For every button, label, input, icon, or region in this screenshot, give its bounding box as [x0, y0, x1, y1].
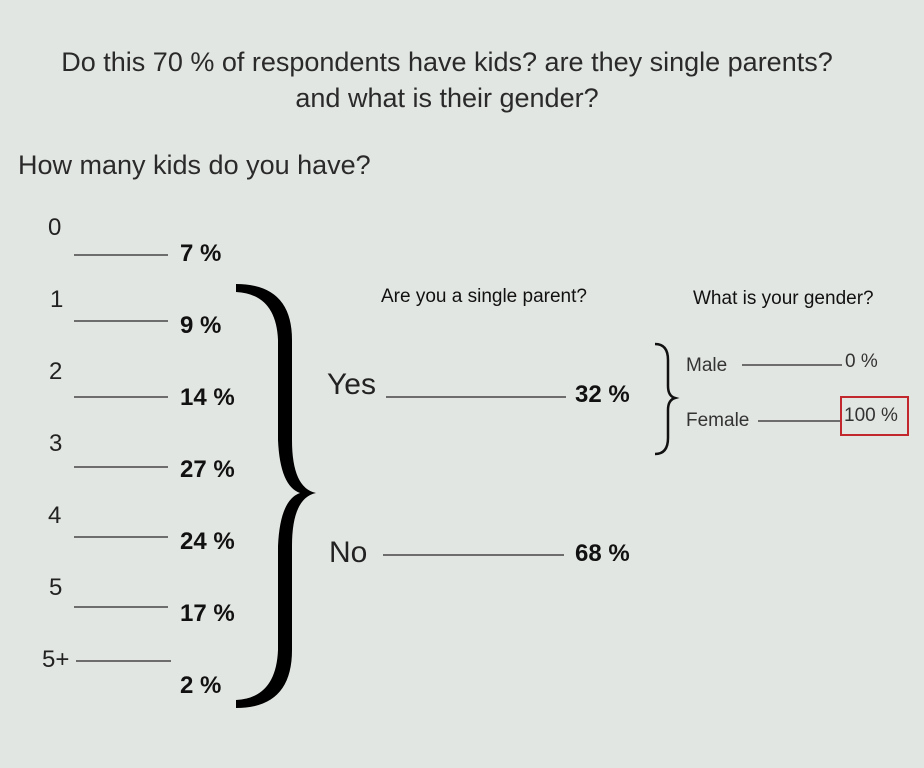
kids-label-2: 2 [49, 358, 63, 385]
kids-percent-0: 7 % [180, 240, 222, 267]
kids-label-5: 5 [49, 574, 63, 601]
kids-line-5 [74, 606, 168, 608]
kids-line-3 [74, 466, 168, 468]
kids-line-2 [74, 396, 168, 398]
kids-line-4 [74, 536, 168, 538]
kids-percent-6: 2 % [180, 672, 222, 699]
female-percent: 100 % [844, 405, 898, 426]
female-line [758, 420, 842, 422]
no-line [383, 554, 564, 556]
title-line-1: Do this 70 % of respondents have kids? a… [61, 47, 833, 77]
large-brace-icon [236, 284, 316, 708]
kids-percent-5: 17 % [180, 600, 235, 627]
kids-label-0: 0 [48, 214, 62, 241]
title-line-2: and what is their gender? [295, 83, 599, 113]
page-title: Do this 70 % of respondents have kids? a… [0, 44, 894, 116]
kids-label-6: 5+ [42, 646, 70, 673]
male-label: Male [686, 355, 728, 376]
kids-percent-2: 14 % [180, 384, 235, 411]
female-label: Female [686, 410, 750, 431]
kids-label-1: 1 [50, 286, 64, 313]
yes-percent: 32 % [575, 381, 630, 408]
yes-label: Yes [327, 368, 376, 401]
kids-line-0 [74, 254, 168, 256]
kids-percent-3: 27 % [180, 456, 235, 483]
kids-percent-1: 9 % [180, 312, 222, 339]
small-brace-icon [654, 342, 680, 456]
gender-question: What is your gender? [693, 288, 874, 309]
male-line [742, 364, 842, 366]
kids-percent-4: 24 % [180, 528, 235, 555]
kids-label-4: 4 [48, 502, 62, 529]
kids-line-1 [74, 320, 168, 322]
no-label: No [329, 536, 368, 569]
male-percent: 0 % [845, 351, 878, 372]
kids-line-6 [76, 660, 171, 662]
female-highlight-box [840, 396, 909, 436]
kids-question: How many kids do you have? [18, 150, 371, 180]
kids-label-3: 3 [49, 430, 63, 457]
no-percent: 68 % [575, 540, 630, 567]
single-parent-question: Are you a single parent? [381, 286, 587, 307]
yes-line [386, 396, 566, 398]
